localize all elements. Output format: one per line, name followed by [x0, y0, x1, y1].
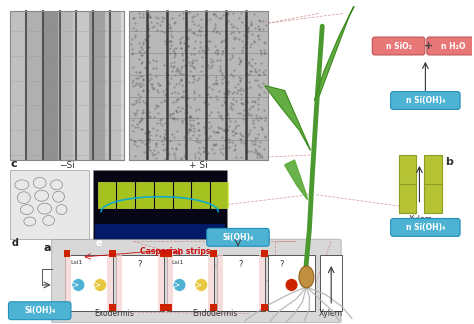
FancyBboxPatch shape — [52, 239, 341, 323]
Bar — [42, 11, 57, 160]
Bar — [73, 11, 89, 160]
Bar — [10, 11, 124, 160]
Bar — [164, 250, 172, 257]
Text: Casparian strips: Casparian strips — [140, 247, 211, 256]
Text: b: b — [445, 157, 453, 167]
Text: n H₂O: n H₂O — [441, 41, 465, 51]
Bar — [10, 170, 89, 239]
Text: Xylem: Xylem — [409, 214, 432, 224]
Text: Si(OH)₄: Si(OH)₄ — [222, 233, 254, 242]
Circle shape — [173, 279, 186, 291]
Bar — [105, 11, 121, 160]
Text: Si(OH)₄: Si(OH)₄ — [24, 306, 55, 315]
Text: e: e — [95, 238, 102, 248]
Bar — [160, 250, 166, 257]
Bar — [65, 255, 113, 311]
Bar — [57, 11, 73, 160]
Bar — [116, 255, 164, 311]
Text: n SiO₂: n SiO₂ — [386, 41, 411, 51]
Text: Exodermis: Exodermis — [94, 309, 134, 318]
Text: n Si(OH)₄: n Si(OH)₄ — [406, 96, 445, 105]
Text: ?: ? — [279, 260, 284, 269]
Bar — [261, 250, 268, 257]
Bar — [109, 304, 116, 311]
Text: −Si: −Si — [58, 161, 74, 170]
Polygon shape — [265, 86, 310, 150]
Bar — [173, 182, 191, 208]
Bar — [211, 182, 228, 208]
Bar — [89, 11, 105, 160]
Bar — [26, 11, 42, 160]
Circle shape — [285, 279, 298, 291]
Circle shape — [94, 279, 107, 291]
Bar — [208, 255, 214, 311]
Polygon shape — [314, 6, 354, 100]
FancyBboxPatch shape — [427, 37, 474, 55]
Bar — [217, 255, 265, 311]
Bar — [217, 255, 223, 311]
Text: ?: ? — [137, 260, 142, 269]
FancyBboxPatch shape — [9, 302, 71, 320]
Text: + Si: + Si — [189, 161, 208, 170]
Bar — [64, 250, 71, 257]
Text: +: + — [424, 41, 433, 51]
Text: n Si(OH)₄: n Si(OH)₄ — [406, 223, 445, 232]
Bar — [164, 304, 172, 311]
Text: Endodermis: Endodermis — [192, 309, 238, 318]
Bar — [210, 304, 217, 311]
Text: a: a — [44, 243, 51, 253]
Bar — [166, 255, 173, 311]
Bar — [192, 182, 209, 208]
Bar — [64, 304, 71, 311]
FancyBboxPatch shape — [391, 92, 460, 110]
Bar — [424, 155, 442, 213]
Bar — [98, 182, 115, 208]
Polygon shape — [284, 160, 308, 200]
Bar — [261, 304, 268, 311]
Bar — [259, 255, 265, 311]
FancyBboxPatch shape — [207, 228, 269, 246]
Bar — [109, 250, 116, 257]
Bar — [129, 11, 268, 160]
Text: d: d — [12, 238, 19, 248]
Bar — [166, 255, 214, 311]
Bar — [95, 225, 225, 239]
Bar — [399, 155, 417, 213]
Bar — [107, 255, 113, 311]
FancyBboxPatch shape — [391, 218, 460, 236]
Text: c: c — [11, 159, 18, 169]
Bar — [210, 250, 217, 257]
Bar — [160, 304, 166, 311]
Bar — [155, 182, 172, 208]
Bar — [158, 255, 164, 311]
Bar — [136, 182, 153, 208]
Ellipse shape — [299, 266, 314, 288]
Bar — [10, 11, 26, 160]
Bar — [93, 170, 227, 239]
FancyBboxPatch shape — [373, 37, 425, 55]
Bar — [129, 11, 268, 160]
Bar — [117, 182, 134, 208]
Text: Lsi1: Lsi1 — [172, 260, 184, 265]
Bar — [10, 11, 124, 160]
Text: Lsi1: Lsi1 — [71, 260, 83, 265]
Text: ?: ? — [239, 260, 243, 269]
Bar — [320, 255, 342, 311]
Text: Xylem: Xylem — [319, 309, 343, 318]
Bar — [65, 255, 72, 311]
Bar — [268, 255, 315, 311]
Circle shape — [195, 279, 208, 291]
Circle shape — [72, 279, 85, 291]
Bar — [116, 255, 122, 311]
